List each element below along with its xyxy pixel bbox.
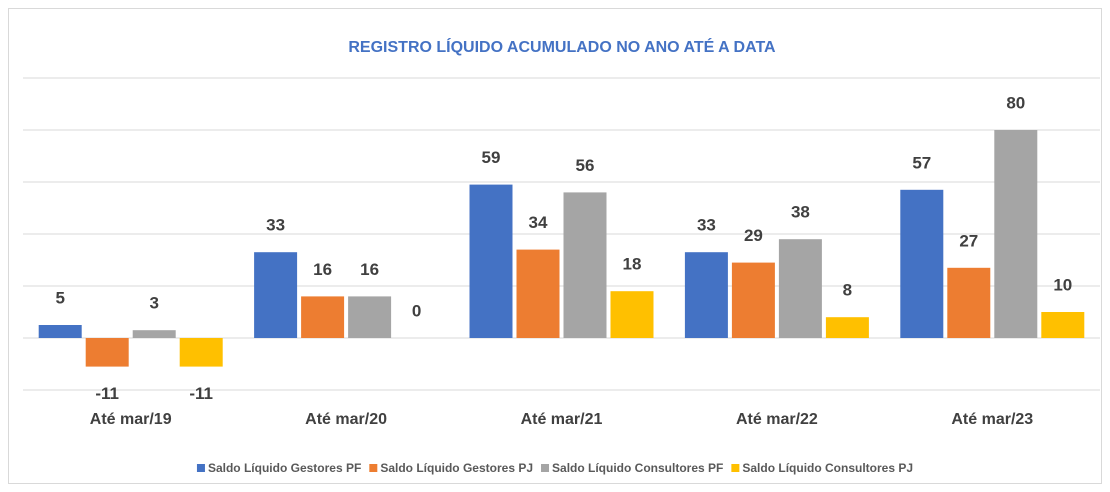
bar (132, 330, 176, 338)
legend-swatch (541, 464, 550, 472)
data-label: 16 (360, 260, 379, 279)
data-label: 3 (149, 294, 158, 313)
data-label: 33 (697, 216, 716, 235)
bar (516, 249, 560, 338)
data-label: 0 (412, 301, 421, 320)
legend-label: Saldo Líquido Gestores PJ (380, 461, 533, 475)
legend-swatch (196, 464, 205, 472)
x-tick-label: Até mar/21 (521, 411, 603, 428)
x-tick-label: Até mar/20 (305, 411, 387, 428)
x-tick-label: Até mar/23 (951, 411, 1033, 428)
data-label: 80 (1006, 93, 1025, 112)
data-label: 18 (623, 255, 642, 274)
bar (778, 239, 822, 338)
bar (610, 291, 654, 338)
bar (85, 338, 129, 367)
bar (947, 267, 991, 338)
data-label: 16 (313, 260, 332, 279)
bar (563, 192, 607, 338)
data-label: 33 (266, 216, 285, 235)
legend-label: Saldo Líquido Consultores PF (552, 461, 723, 475)
data-label: 10 (1053, 275, 1072, 294)
bar (179, 338, 223, 367)
bar (684, 252, 728, 338)
bar (348, 296, 392, 338)
legend: Saldo Líquido Gestores PF Saldo Líquido G… (196, 461, 913, 475)
x-tick-label: Até mar/22 (736, 411, 818, 428)
data-label: 59 (482, 148, 501, 167)
bar (1041, 312, 1085, 338)
data-label: 27 (959, 231, 978, 250)
legend-label: Saldo Líquido Gestores PF (208, 461, 361, 475)
legend-label: Saldo Líquido Consultores PJ (742, 461, 913, 475)
data-label: 38 (791, 203, 810, 222)
data-label: -11 (95, 384, 119, 403)
data-label: 34 (529, 213, 548, 232)
data-label: 29 (744, 226, 763, 245)
bar (825, 317, 869, 338)
bar (731, 262, 775, 338)
bar (994, 130, 1038, 338)
data-label: 56 (576, 156, 595, 175)
data-label: 8 (843, 281, 852, 300)
bar (469, 184, 513, 338)
bar (900, 189, 944, 338)
bar (38, 325, 82, 338)
bar (301, 296, 345, 338)
chart-title: REGISTRO LÍQUIDO ACUMULADO NO ANO ATÉ A … (348, 37, 776, 56)
data-label: -11 (189, 384, 213, 403)
x-tick-label: Até mar/19 (90, 411, 172, 428)
data-label: 57 (912, 153, 931, 172)
legend-swatch (731, 464, 740, 472)
data-label: 5 (55, 288, 64, 307)
bar (254, 252, 298, 338)
legend-swatch (369, 464, 378, 472)
